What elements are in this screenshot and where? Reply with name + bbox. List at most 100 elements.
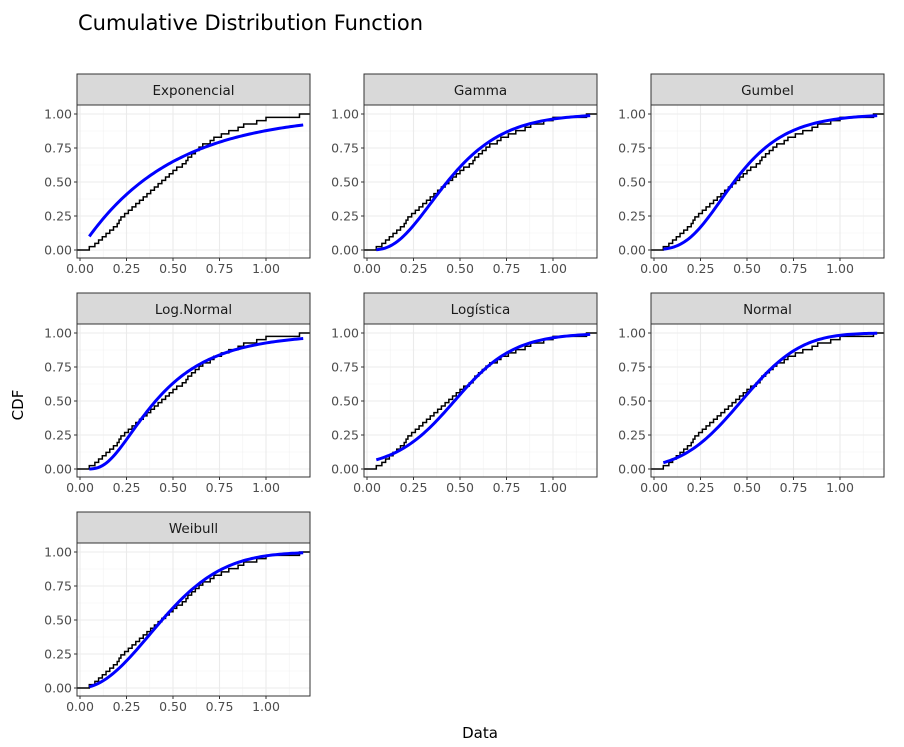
x-tick-label: 0.50 — [446, 480, 474, 495]
x-tick-label: 1.00 — [826, 261, 854, 276]
x-tick-label: 1.00 — [252, 261, 280, 276]
x-tick-label: 0.00 — [353, 261, 381, 276]
y-tick-label: 0.50 — [44, 175, 72, 190]
y-tick-label: 0.25 — [44, 428, 72, 443]
x-tick-label: 0.50 — [446, 261, 474, 276]
y-tick-label: 0.00 — [618, 243, 646, 258]
facet-strip — [76, 511, 311, 544]
facet-panel-log-normal: 0.00 0.25 0.50 0.75 1.00 0.00 0.25 0.50 0.75 1.00… — [44, 292, 311, 495]
y-tick-label: 1.00 — [618, 326, 646, 341]
y-tick-label: 0.50 — [44, 613, 72, 628]
y-tick-label: 1.00 — [618, 107, 646, 122]
x-tick-label: 0.25 — [113, 261, 141, 276]
x-tick-label: 0.25 — [687, 480, 715, 495]
empirical-cdf-step — [650, 113, 885, 251]
y-tick-label: 0.75 — [44, 579, 72, 594]
facet-panel-gumbel: 0.00 0.25 0.50 0.75 1.00 0.00 0.25 0.50 0.75 1.00… — [618, 73, 885, 276]
y-tick-label: 0.00 — [331, 462, 359, 477]
x-tick-label: 0.50 — [159, 261, 187, 276]
y-tick-label: 0.00 — [44, 243, 72, 258]
x-tick-label: 0.75 — [206, 699, 234, 714]
facet-strip — [650, 73, 885, 106]
facet-panel-weibull: 0.00 0.25 0.50 0.75 1.00 0.00 0.25 0.50 0.75 1.00… — [44, 511, 311, 714]
y-tick-label: 0.75 — [618, 360, 646, 375]
y-tick-label: 0.75 — [44, 141, 72, 156]
x-tick-label: 0.75 — [206, 480, 234, 495]
y-tick-label: 1.00 — [44, 107, 72, 122]
facet-strip-label: Exponencial — [153, 83, 235, 99]
x-tick-label: 0.00 — [640, 261, 668, 276]
facet-strip-label: Normal — [743, 302, 792, 318]
y-tick-label: 0.50 — [618, 394, 646, 409]
x-axis-title: Data — [462, 724, 498, 742]
y-tick-label: 1.00 — [331, 326, 359, 341]
facet-panel-gamma: 0.00 0.25 0.50 0.75 1.00 0.00 0.25 0.50 0.75 1.00… — [331, 73, 598, 276]
y-tick-label: 1.00 — [44, 326, 72, 341]
facet-panel-normal: 0.00 0.25 0.50 0.75 1.00 0.00 0.25 0.50 0.75 1.00… — [618, 292, 885, 495]
y-tick-label: 0.50 — [331, 394, 359, 409]
fitted-cdf-curve — [375, 332, 591, 462]
x-tick-label: 1.00 — [252, 480, 280, 495]
empirical-cdf-step — [650, 332, 885, 470]
y-tick-label: 0.50 — [331, 175, 359, 190]
facet-panel-log-stica: 0.00 0.25 0.50 0.75 1.00 0.00 0.25 0.50 0.75 1.00… — [331, 292, 598, 495]
y-tick-label: 0.25 — [44, 209, 72, 224]
facet-strip — [650, 292, 885, 325]
x-tick-label: 1.00 — [252, 699, 280, 714]
x-tick-label: 0.25 — [113, 699, 141, 714]
y-tick-label: 1.00 — [44, 545, 72, 560]
x-tick-label: 0.75 — [493, 480, 521, 495]
x-tick-label: 0.00 — [353, 480, 381, 495]
y-tick-label: 0.00 — [618, 462, 646, 477]
x-tick-label: 0.75 — [206, 261, 234, 276]
x-tick-label: 0.75 — [493, 261, 521, 276]
y-tick-label: 0.00 — [44, 462, 72, 477]
x-tick-label: 1.00 — [539, 480, 567, 495]
x-tick-label: 0.50 — [733, 261, 761, 276]
facet-strip — [363, 292, 598, 325]
y-tick-label: 0.25 — [618, 209, 646, 224]
fitted-cdf-curve — [376, 114, 591, 252]
empirical-cdf-step — [76, 113, 311, 251]
facet-strip-label: Gumbel — [741, 83, 794, 99]
facet-strip — [363, 73, 598, 106]
x-tick-label: 0.25 — [113, 480, 141, 495]
x-tick-label: 0.00 — [66, 261, 94, 276]
fitted-cdf-curve — [88, 551, 304, 689]
y-tick-label: 0.25 — [44, 647, 72, 662]
facet-strip-label: Logística — [451, 302, 511, 318]
x-tick-label: 0.25 — [400, 480, 428, 495]
y-tick-label: 0.25 — [331, 428, 359, 443]
facet-strip-label: Weibull — [169, 521, 218, 537]
x-tick-label: 0.25 — [400, 261, 428, 276]
facet-strip — [76, 73, 311, 106]
x-tick-label: 0.25 — [687, 261, 715, 276]
facet-strip-label: Log.Normal — [155, 302, 232, 318]
y-tick-label: 0.50 — [618, 175, 646, 190]
chart-title: Cumulative Distribution Function — [78, 11, 423, 35]
x-tick-label: 1.00 — [539, 261, 567, 276]
fitted-cdf-curve — [662, 331, 878, 465]
x-tick-label: 0.00 — [66, 480, 94, 495]
y-tick-label: 0.50 — [44, 394, 72, 409]
fitted-cdf-curve — [89, 337, 304, 471]
x-tick-label: 0.00 — [66, 699, 94, 714]
fitted-cdf-curve — [663, 114, 878, 251]
y-tick-label: 0.00 — [331, 243, 359, 258]
facet-strip-label: Gamma — [454, 83, 507, 99]
facet-strip — [76, 292, 311, 325]
x-tick-label: 1.00 — [826, 480, 854, 495]
fitted-cdf-curve — [88, 123, 304, 238]
x-tick-label: 0.00 — [640, 480, 668, 495]
y-tick-label: 0.75 — [331, 360, 359, 375]
facet-panel-exponencial: 0.00 0.25 0.50 0.75 1.00 0.00 0.25 0.50 0.75 1.00… — [44, 73, 311, 276]
x-tick-label: 0.75 — [780, 480, 808, 495]
x-tick-label: 0.75 — [780, 261, 808, 276]
x-tick-label: 0.50 — [159, 480, 187, 495]
y-tick-label: 1.00 — [331, 107, 359, 122]
y-tick-label: 0.75 — [618, 141, 646, 156]
x-tick-label: 0.50 — [733, 480, 761, 495]
y-tick-label: 0.25 — [618, 428, 646, 443]
empirical-cdf-step — [363, 332, 598, 470]
